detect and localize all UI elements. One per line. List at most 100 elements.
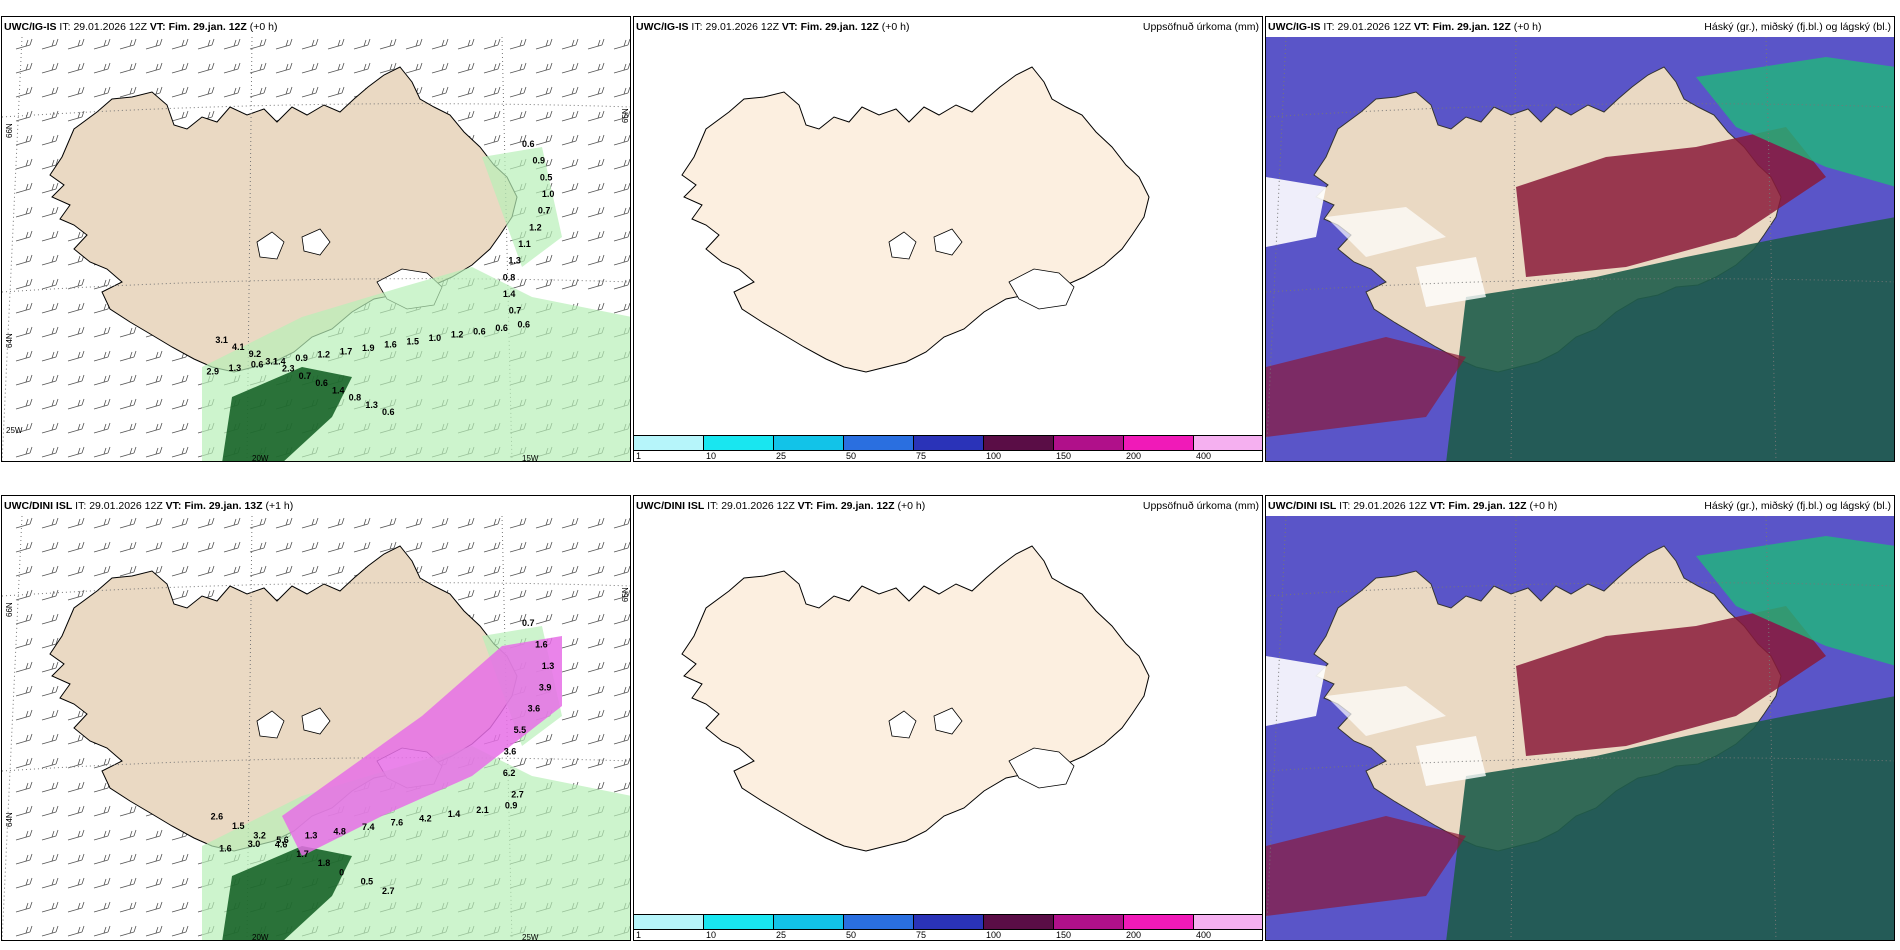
wind-barb — [379, 541, 397, 553]
wind-barb — [457, 62, 475, 74]
field-title: Háský (gr.), miðský (fj.bl.) og lágský (… — [1704, 21, 1891, 33]
wind-barb — [249, 38, 267, 50]
wind-barb — [561, 278, 579, 290]
it-label: IT: — [691, 21, 703, 33]
precip-value-label: 1.8 — [318, 858, 331, 868]
glacier-outline — [888, 710, 917, 739]
wind-barb — [457, 589, 475, 601]
vt-value: Fim. 29.jan. 12Z — [816, 500, 895, 512]
wind-barb — [93, 350, 111, 362]
wind-barb — [67, 38, 85, 50]
lead-time: (+0 h) — [1529, 500, 1558, 512]
precip-value-label: 0.6 — [495, 323, 508, 333]
wind-barb — [587, 565, 605, 577]
wind-barb — [249, 565, 267, 577]
map-canvas: 66N 64N 65N 20W 25W 0.7 1.6 1.3 3.9 3.6 5.5 3.6 6.2 2… — [2, 516, 630, 940]
wind-barb — [15, 302, 33, 314]
panel-header: UWC/IG-IS IT: 29.01.2026 12Z VT: Fim. 29… — [2, 17, 630, 37]
wind-barb — [197, 62, 215, 74]
wind-barb — [587, 86, 605, 98]
vt-label: VT: — [797, 500, 814, 512]
wind-barb — [67, 230, 85, 242]
wind-barb — [197, 38, 215, 50]
wind-barb — [119, 877, 137, 889]
glacier-outline — [933, 707, 963, 735]
wind-barb — [535, 613, 553, 625]
clear-sky — [1326, 207, 1446, 257]
wind-barb — [561, 565, 579, 577]
wind-barb — [327, 62, 345, 74]
wind-barb — [275, 565, 293, 577]
vt-label: VT: — [1413, 21, 1430, 33]
precip-value-label: 1.0 — [429, 333, 442, 343]
wind-barb — [15, 446, 33, 458]
wind-barb — [613, 278, 630, 290]
precip-value-label: 2.7 — [511, 789, 524, 799]
wind-barb — [171, 853, 189, 865]
wind-barb — [15, 350, 33, 362]
wind-barb — [41, 398, 59, 410]
precip-value-label: 0.9 — [295, 353, 308, 363]
wind-barb — [93, 853, 111, 865]
wind-barb — [67, 853, 85, 865]
wind-barb — [613, 302, 630, 314]
wind-barb — [119, 565, 137, 577]
wind-barb — [67, 422, 85, 434]
colorbar-tick-label: 25 — [776, 451, 787, 461]
wind-barb — [587, 110, 605, 122]
wind-barb — [353, 541, 371, 553]
wind-barb — [483, 565, 501, 577]
wind-barb — [379, 38, 397, 50]
wind-barb — [171, 86, 189, 98]
wind-barb — [561, 613, 579, 625]
colorbar-tick-label: 400 — [1196, 451, 1212, 461]
wind-barb — [41, 182, 59, 194]
wind-barb — [587, 254, 605, 266]
wind-barb — [275, 62, 293, 74]
colorbar-tick-label: 150 — [1056, 451, 1072, 461]
cloud-low-deep — [1446, 696, 1894, 940]
precip-value-label: 2.7 — [382, 886, 395, 896]
wind-barb — [119, 805, 137, 817]
wind-barb — [223, 565, 241, 577]
wind-barb — [41, 901, 59, 913]
wind-barb — [41, 350, 59, 362]
glacier-outline — [256, 710, 285, 739]
colorbar-tick-label: 10 — [706, 451, 717, 461]
wind-barb — [587, 38, 605, 50]
wind-barb — [613, 86, 630, 98]
latitude-label: 64N — [5, 812, 14, 827]
colorbar-tick-label: 75 — [916, 451, 927, 461]
wind-barb — [327, 541, 345, 553]
wind-barb — [353, 62, 371, 74]
colorbar-swatch — [914, 435, 984, 451]
colorbar-swatch — [844, 435, 914, 451]
precip-value-label: 0.6 — [251, 360, 264, 370]
wind-barb — [41, 541, 59, 553]
precip-value-label: 3.1 — [215, 335, 228, 345]
wind-barb — [327, 38, 345, 50]
wind-barb — [561, 182, 579, 194]
wind-barb — [119, 422, 137, 434]
wind-barb — [405, 38, 423, 50]
wind-barb — [483, 517, 501, 529]
precip-value-label: 1.5 — [232, 821, 245, 831]
wind-barb — [353, 517, 371, 529]
lead-time: (+0 h) — [897, 500, 926, 512]
colorbar-swatch — [1194, 435, 1262, 451]
wind-barb — [301, 86, 319, 98]
colorbar-tick-label: 100 — [986, 930, 1002, 940]
wind-barb — [561, 733, 579, 745]
precip-value-label: 1.6 — [219, 843, 232, 853]
longitude-label: 15W — [522, 454, 539, 462]
wind-barb — [41, 925, 59, 937]
wind-barb — [327, 517, 345, 529]
wind-barb — [41, 757, 59, 769]
wind-barb — [145, 877, 163, 889]
wind-barb — [15, 541, 33, 553]
wind-barb — [613, 541, 630, 553]
precip-value-label: 5.6 — [276, 835, 289, 845]
wind-barb — [431, 517, 449, 529]
wind-barb — [41, 254, 59, 266]
colorbar-tick-label: 1 — [636, 930, 642, 940]
